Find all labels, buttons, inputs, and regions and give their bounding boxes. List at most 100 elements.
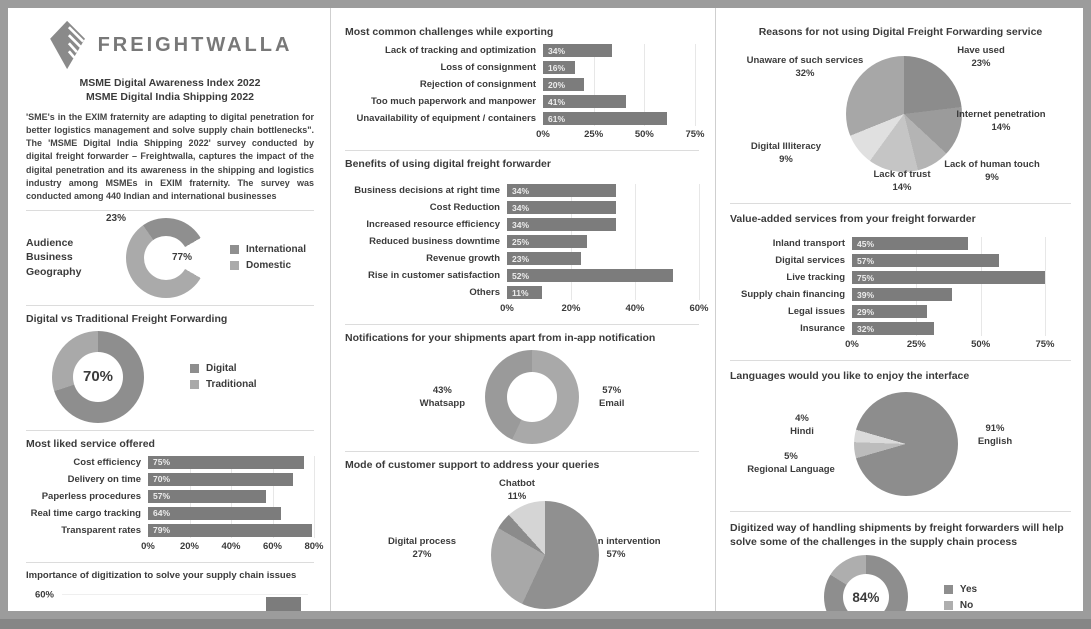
slice-pct: 27% [412, 549, 432, 561]
mode-pie [491, 501, 599, 609]
digital-legend: Digital Traditional [190, 363, 257, 390]
bar: 29% [852, 305, 927, 318]
international-pct-label: 23% [105, 212, 126, 224]
bar-category-label: Rejection of consignment [419, 79, 536, 90]
middle-column: Most common challenges while exporting L… [330, 8, 716, 611]
gridline [62, 593, 308, 595]
slice-pct: 14% [892, 182, 912, 194]
axis-tick-label: 40% [221, 540, 241, 552]
slice-pct: 5% [784, 451, 798, 462]
bar-plot-area: 34% 16% 20% 41% 61% 0% 25% 50% 75% [536, 44, 705, 143]
bar-row: 41% [543, 95, 695, 108]
x-axis: 0% 20% 40% 60% 80% [141, 540, 323, 555]
axis-tick-label: 25% [906, 339, 926, 350]
legend-item: International [229, 244, 306, 255]
importance-column-chart: 0%20%40%60%12345Not ImportantVery Import… [26, 589, 314, 611]
bar: 57% [852, 254, 999, 267]
most-liked-bar-chart: Cost efficiency Delivery on time Paperless… [26, 455, 324, 555]
digitized-legend: Yes No [943, 584, 977, 611]
bar: 79% [148, 523, 312, 537]
bar-row: 23% [507, 252, 699, 265]
digitized-section: Digitized way of handling shipments by f… [730, 519, 1071, 611]
benefits-section: Benefits of using digital freight forwar… [345, 158, 709, 317]
bar-cell [210, 589, 259, 611]
bar-row: 57% [852, 254, 1045, 267]
bar-row: 11% [507, 286, 699, 299]
axis-tick-label: 0% [500, 303, 514, 314]
intro-paragraph: 'SME's in the EXIM fraternity are adapti… [26, 112, 314, 201]
bar-category-label: Business decisions at right time [354, 185, 500, 196]
axis-tick-label: 0% [845, 339, 859, 350]
bar-plot-area: 75% 70% 57% 64% 79% 0% 20% 40% 60% 80% [141, 455, 324, 555]
bar-plot-area: 45% 57% 75% 39% 29% 32% 0% 25% 50% 75% [845, 237, 1055, 353]
axis-tick-label: 0% [141, 540, 155, 552]
axis-tick-label: 75% [685, 129, 705, 140]
bar: 23% [507, 252, 581, 265]
bar-row: 20% [543, 78, 695, 91]
legend-item: Traditional [190, 379, 257, 390]
bar-cell [259, 589, 308, 611]
benefits-bar-chart: Business decisions at right time Cost Red… [345, 184, 709, 317]
bar: 75% [148, 455, 304, 469]
bar-row: 52% [507, 269, 699, 282]
bar-category-label: Cost efficiency [73, 456, 141, 468]
bar-row: 64% [148, 506, 314, 520]
regional-language-label: 5% Regional Language [730, 450, 852, 477]
bar-category-labels: Cost efficiency Delivery on time Paperless… [26, 456, 148, 555]
freightwalla-diamond-icon [49, 20, 85, 70]
bar-category-label: Others [469, 287, 500, 298]
report-title: MSME Digital Awareness Index 2022 MSME D… [26, 76, 314, 104]
email-label: 57% Email [599, 384, 624, 411]
section-divider [26, 304, 314, 306]
donut-center-value: 84% [852, 589, 880, 605]
bar-value-label: 34% [512, 185, 530, 196]
bar-cell [62, 589, 111, 611]
legend-swatch [229, 261, 239, 271]
slice-pct: 43% [432, 384, 452, 396]
legend-label: Domestic [245, 260, 291, 272]
right-column: Reasons for not using Digital Freight Fo… [716, 8, 1083, 611]
bar-category-label: Live tracking [786, 272, 845, 283]
legend-item: Digital [190, 363, 257, 374]
axis-tick-label: 40% [625, 303, 645, 314]
bar-row: 34% [507, 184, 699, 197]
donut-hole [143, 235, 188, 280]
have-used-label: Have used 23% [926, 44, 1036, 71]
report-title-line2: MSME Digital India Shipping 2022 [85, 91, 255, 104]
slice-label: Hindi [790, 426, 814, 438]
donut-hole [507, 372, 558, 422]
gridline [272, 455, 274, 538]
bar: 70% [148, 472, 294, 486]
digital-donut: 70% [52, 330, 144, 423]
section-divider [345, 150, 699, 151]
report-title-line1: MSME Digital Awareness Index 2022 [79, 77, 261, 89]
bar-value-label: 11% [512, 287, 529, 298]
bar-category-label: Delivery on time [67, 473, 141, 485]
gridline [593, 44, 595, 126]
chart-title: Notifications for your shipments apart f… [345, 332, 656, 344]
gridline [916, 237, 918, 336]
legend-swatch [190, 364, 199, 374]
gridline [699, 184, 700, 300]
bar-value-label: 70% [153, 474, 171, 485]
bar-value-label: 39% [857, 289, 875, 300]
slice-pct: 57% [606, 549, 626, 561]
legend-item: Yes [943, 584, 977, 595]
bar-value-label: 16% [548, 62, 566, 73]
slice-pct: 11% [507, 491, 527, 503]
axis-tick-label: 50% [634, 129, 654, 140]
slice-label: Digital Illiteracy [750, 141, 822, 152]
legend-swatch [190, 380, 199, 390]
bar-value-label: 29% [857, 306, 875, 317]
legend-item: No [943, 600, 977, 611]
bar-cell [111, 589, 160, 611]
axis-tick-label: 0% [536, 129, 550, 140]
bar-category-label: Insurance [800, 323, 845, 334]
bar-category-label: Loss of consignment [440, 62, 536, 73]
bar: 45% [852, 237, 968, 250]
digital-process-label: Digital process 27% [367, 535, 477, 562]
slice-label: Human intervention [571, 536, 661, 547]
bar: 34% [507, 201, 616, 214]
bar-cell [160, 589, 209, 611]
bar-category-label: Transparent rates [61, 524, 141, 536]
